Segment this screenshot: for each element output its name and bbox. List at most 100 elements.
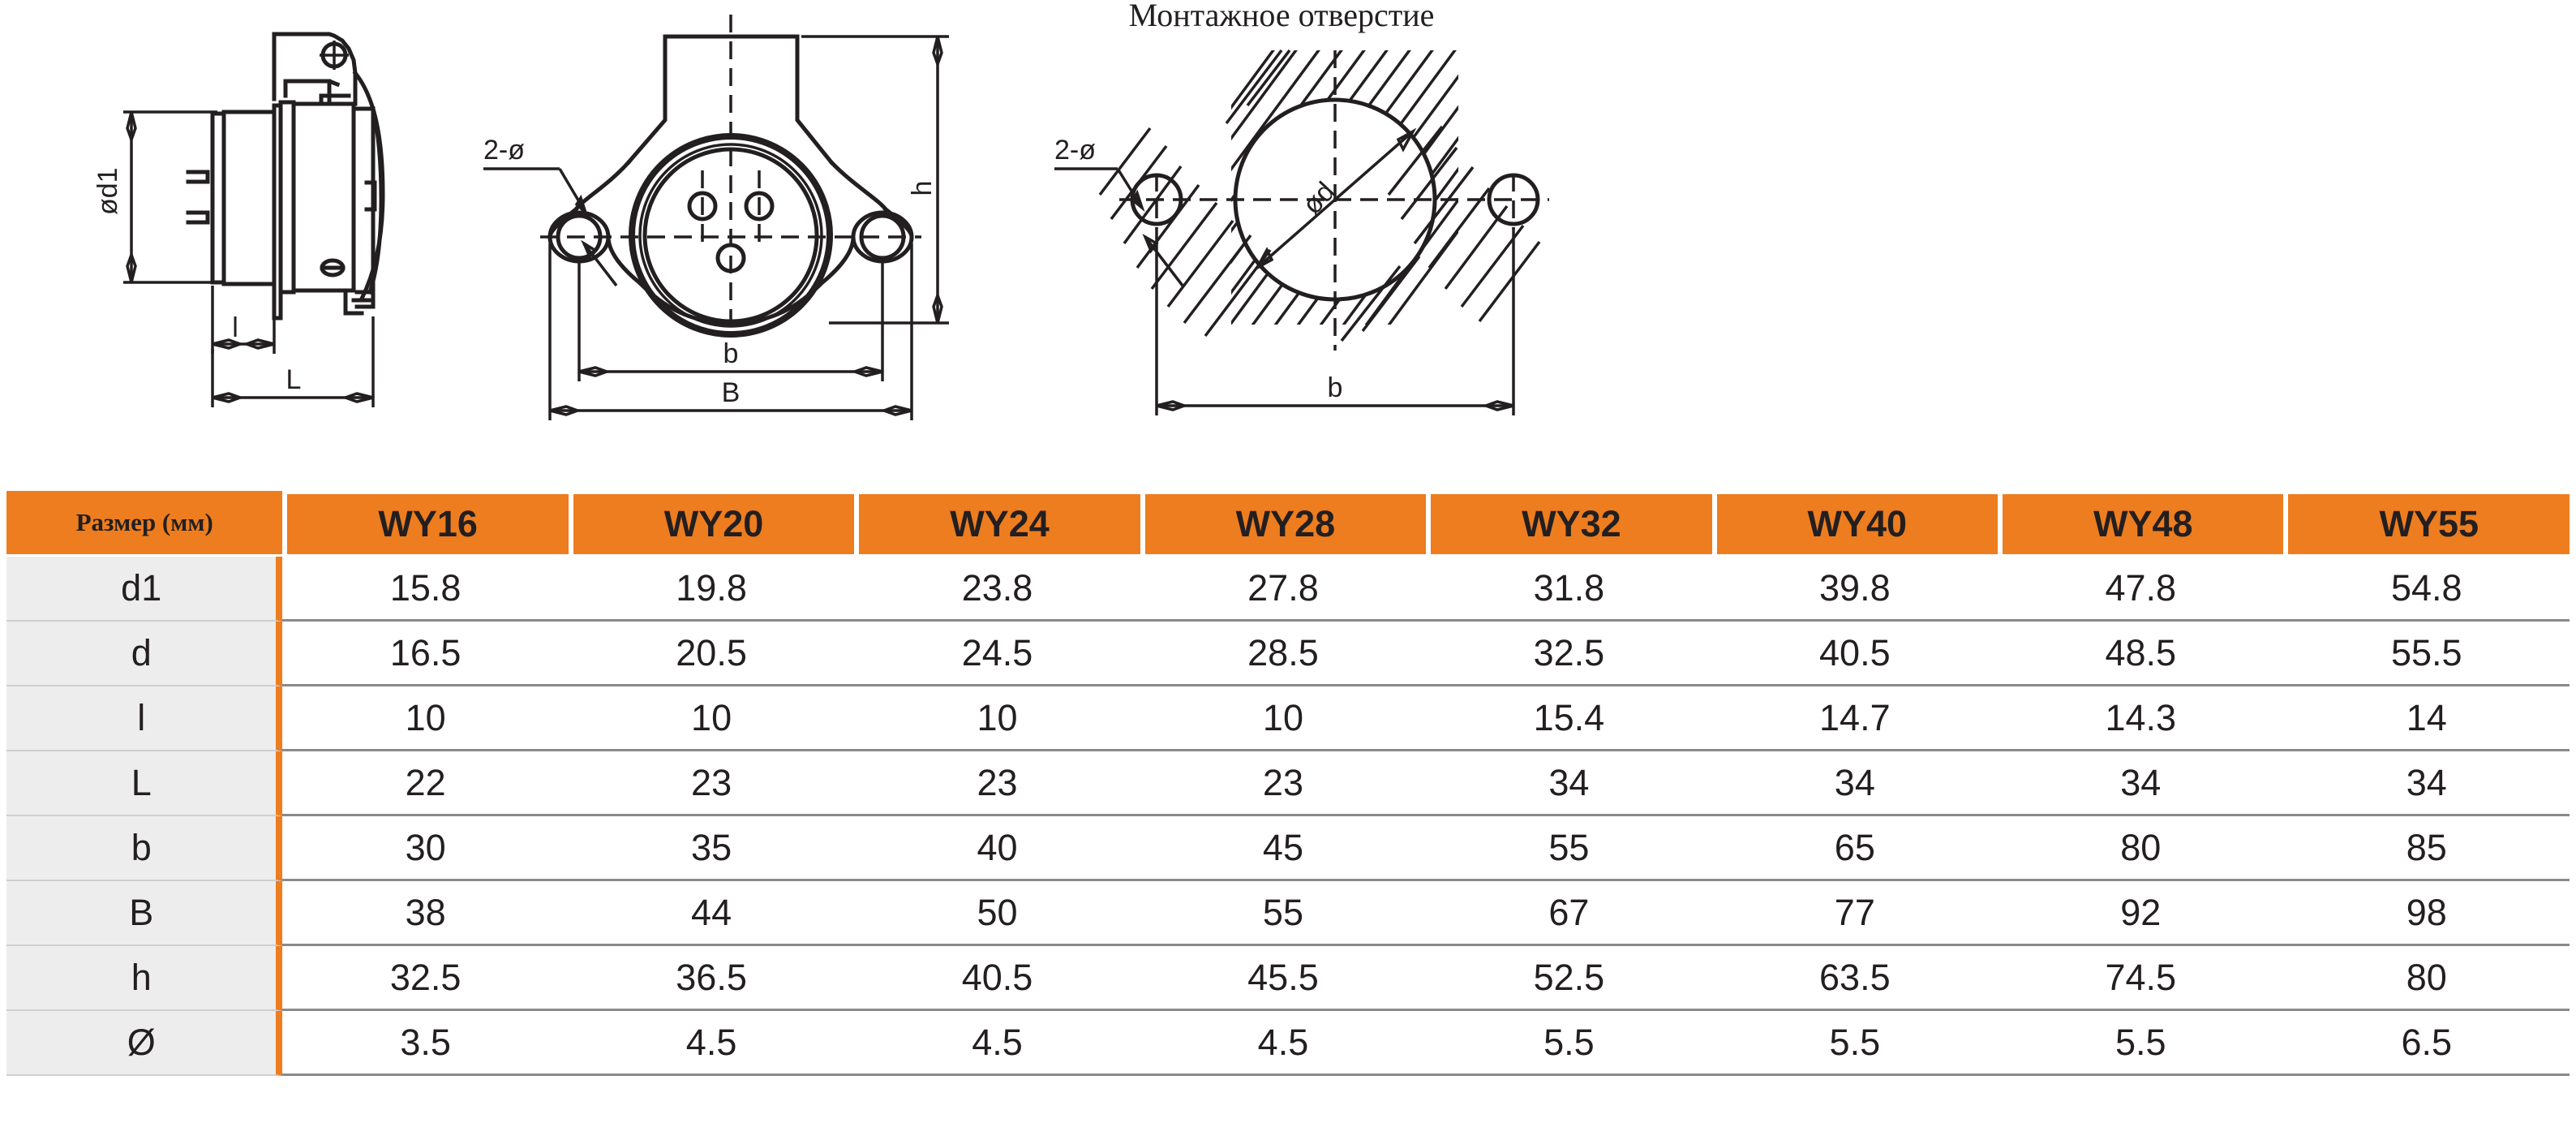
cell-B-wy48: 92 xyxy=(1998,881,2284,946)
cell-B-wy28: 55 xyxy=(1140,881,1427,946)
cell-b-wy48: 80 xyxy=(1998,816,2284,881)
cell-d1-wy40: 39.8 xyxy=(1711,557,1999,622)
cell-l-wy32: 15.4 xyxy=(1426,686,1712,751)
table-row: d 16.5 20.5 24.5 28.5 32.5 40.5 48.5 55.… xyxy=(6,622,2570,686)
row-label-L: L xyxy=(6,751,283,816)
cell-l-wy24: 10 xyxy=(854,686,1140,751)
cell-l-wy48: 14.3 xyxy=(1998,686,2284,751)
table-row: h 32.5 36.5 40.5 45.5 52.5 63.5 74.5 80 xyxy=(6,946,2570,1011)
cell-b-wy40: 65 xyxy=(1711,816,1999,881)
technical-drawings: ød1 l L xyxy=(0,0,2576,487)
pin-2 xyxy=(744,191,775,222)
header-col-wy20: WY20 xyxy=(568,491,855,557)
header-col-wy48: WY48 xyxy=(1998,491,2284,557)
row-label-d1: d1 xyxy=(6,557,283,622)
cell-d1-wy20: 19.8 xyxy=(568,557,855,622)
table-row: Ø 3.5 4.5 4.5 4.5 5.5 5.5 5.5 6.5 xyxy=(6,1011,2570,1076)
cell-L-wy28: 23 xyxy=(1140,751,1427,816)
cell-L-wy20: 23 xyxy=(568,751,855,816)
dimension-b: b xyxy=(1155,227,1515,415)
cell-L-wy55: 34 xyxy=(2283,751,2570,816)
dimension-L: L xyxy=(211,316,375,407)
screw-centerlines xyxy=(1155,174,1515,229)
table-row: b 30 35 40 45 55 65 80 85 xyxy=(6,816,2570,881)
cell-L-wy32: 34 xyxy=(1426,751,1712,816)
cell-L-wy40: 34 xyxy=(1711,751,1999,816)
label-diameter-d1: ød1 xyxy=(92,167,123,215)
hole-callout-leader: 2-ø xyxy=(1054,135,1184,287)
cell-L-wy48: 34 xyxy=(1998,751,2284,816)
table-header: Размер (мм) WY16 WY20 WY24 WY28 WY32 WY4… xyxy=(6,491,2570,557)
cell-d1-wy28: 27.8 xyxy=(1140,557,1427,622)
cell-d-wy20: 20.5 xyxy=(568,622,855,686)
header-col-wy32: WY32 xyxy=(1426,491,1712,557)
mounting-hole-title: Монтажное отверстие xyxy=(1129,0,1435,33)
cell-h-wy55: 80 xyxy=(2283,946,2570,1011)
row-label-d: d xyxy=(6,622,283,686)
dimension-b: b xyxy=(577,260,884,381)
cell-diameter-wy24: 4.5 xyxy=(854,1011,1140,1076)
cell-diameter-wy28: 4.5 xyxy=(1140,1011,1427,1076)
cell-b-wy24: 40 xyxy=(854,816,1140,881)
label-height-h: h xyxy=(907,181,938,196)
panel-hatching xyxy=(1231,50,1458,325)
cell-d1-wy16: 15.8 xyxy=(282,557,569,622)
table-header-row: Размер (мм) WY16 WY20 WY24 WY28 WY32 WY4… xyxy=(6,491,2570,557)
dimension-B: B xyxy=(548,243,913,420)
dimension-table: Размер (мм) WY16 WY20 WY24 WY28 WY32 WY4… xyxy=(6,491,2570,1076)
cell-b-wy32: 55 xyxy=(1426,816,1712,881)
cell-B-wy40: 77 xyxy=(1711,881,1999,946)
flange-outline xyxy=(547,34,914,325)
cell-b-wy55: 85 xyxy=(2283,816,2570,881)
connector-body xyxy=(186,32,385,321)
cell-b-wy16: 30 xyxy=(282,816,569,881)
cell-L-wy16: 22 xyxy=(282,751,569,816)
cell-B-wy20: 44 xyxy=(568,881,855,946)
header-col-wy55: WY55 xyxy=(2283,491,2570,557)
label-hole-callout-mounting: 2-ø xyxy=(1054,135,1096,166)
cell-B-wy16: 38 xyxy=(282,881,569,946)
cell-d1-wy55: 54.8 xyxy=(2283,557,2570,622)
header-col-wy24: WY24 xyxy=(854,491,1140,557)
cell-l-wy28: 10 xyxy=(1140,686,1427,751)
dimension-h: h xyxy=(801,35,949,325)
cell-l-wy16: 10 xyxy=(282,686,569,751)
cell-h-wy32: 52.5 xyxy=(1426,946,1712,1011)
side-view-drawing: ød1 l L xyxy=(92,32,385,407)
dimension-d1: ød1 xyxy=(92,110,217,284)
row-label-b: b xyxy=(6,816,283,881)
cell-d1-wy24: 23.8 xyxy=(854,557,1140,622)
header-col-wy40: WY40 xyxy=(1711,491,1999,557)
label-width-B: B xyxy=(722,377,741,408)
table-body: d1 15.8 19.8 23.8 27.8 31.8 39.8 47.8 54… xyxy=(6,557,2570,1076)
cell-d-wy24: 24.5 xyxy=(854,622,1140,686)
cell-B-wy32: 67 xyxy=(1426,881,1712,946)
table-row: d1 15.8 19.8 23.8 27.8 31.8 39.8 47.8 54… xyxy=(6,557,2570,622)
cell-h-wy48: 74.5 xyxy=(1998,946,2284,1011)
cell-d-wy16: 16.5 xyxy=(282,622,569,686)
header-size-mm: Размер (мм) xyxy=(6,491,283,557)
cell-B-wy55: 98 xyxy=(2283,881,2570,946)
cell-d-wy32: 32.5 xyxy=(1426,622,1712,686)
label-hole-callout-front: 2-ø xyxy=(483,135,525,166)
hole-callout-leader: 2-ø xyxy=(483,135,618,287)
cell-L-wy24: 23 xyxy=(854,751,1140,816)
cell-d-wy28: 28.5 xyxy=(1140,622,1427,686)
mounting-hole-drawing: Монтажное отверстие xyxy=(1054,0,1549,415)
table-row: B 38 44 50 55 67 77 92 98 xyxy=(6,881,2570,946)
pin-centerlines xyxy=(701,170,761,243)
cell-l-wy55: 14 xyxy=(2283,686,2570,751)
cell-h-wy40: 63.5 xyxy=(1711,946,1999,1011)
label-length-L: L xyxy=(286,364,302,395)
cell-b-wy28: 45 xyxy=(1140,816,1427,881)
table-row: L 22 23 23 23 34 34 34 34 xyxy=(6,751,2570,816)
label-length-l: l xyxy=(232,312,238,343)
cell-h-wy24: 40.5 xyxy=(854,946,1140,1011)
pin-1 xyxy=(687,191,718,222)
cell-diameter-wy48: 5.5 xyxy=(1998,1011,2284,1076)
label-width-b: b xyxy=(723,338,739,369)
row-label-l: l xyxy=(6,686,283,751)
row-label-B: B xyxy=(6,881,283,946)
cell-d-wy55: 55.5 xyxy=(2283,622,2570,686)
cell-diameter-wy32: 5.5 xyxy=(1426,1011,1712,1076)
